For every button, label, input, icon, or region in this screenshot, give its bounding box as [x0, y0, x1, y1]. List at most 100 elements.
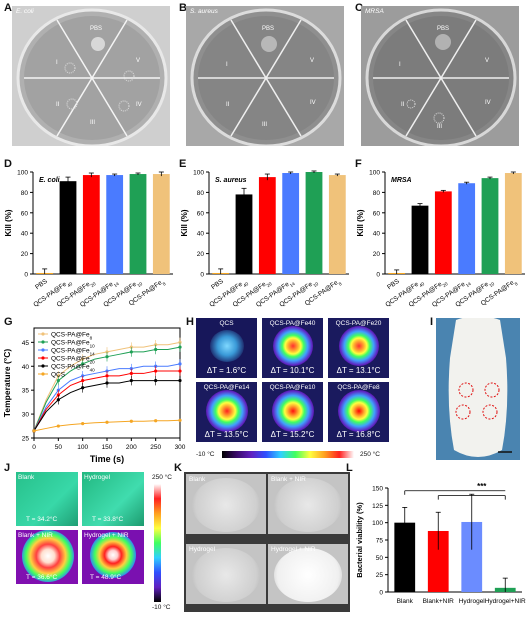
x-tick-label: 300 [175, 444, 186, 451]
y-axis-label: Kill (%) [4, 209, 13, 236]
thermal-cell: QCS-PA@Fe14 ΔT = 13.5°C [196, 382, 257, 442]
thermal-photo-label: Hydrogel + NIR [84, 532, 129, 539]
thermal-photo-cell: Blank T = 34.2°C [16, 472, 78, 526]
y-tick-label: 60 [373, 210, 381, 217]
bar [394, 522, 416, 592]
thermal-cell-dt: ΔT = 16.8°C [336, 430, 381, 439]
x-axis-label: Time (s) [90, 454, 124, 464]
y-tick-label: 150 [372, 486, 383, 493]
dish-photo-label: Blank [189, 476, 206, 483]
x-tick-label: 100 [77, 444, 88, 451]
y-tick-label: 40 [197, 231, 205, 238]
sector-label: V [310, 58, 315, 64]
bar [235, 194, 253, 274]
legend-marker [41, 356, 45, 360]
legend-marker [41, 364, 45, 368]
thermal-image-grid: QCS ΔT = 1.6°C QCS-PA@Fe40 ΔT = 10.1°C Q… [196, 318, 392, 444]
bar [282, 173, 300, 274]
sector-label: II [56, 102, 60, 108]
x-tick-label: Blank+NIR [423, 598, 455, 605]
thermal-cell-label: QCS-PA@Fe14 [203, 384, 250, 391]
y-tick-label: 100 [17, 170, 28, 177]
x-tick-label: PBS [210, 278, 225, 292]
thermal-cell: QCS ΔT = 1.6°C [196, 318, 257, 378]
bar-chart-viability: 0 25 50 75 100 125 150 Bacterial viability (%) B… [355, 482, 526, 605]
plate-pbs-label: PBS [437, 26, 450, 32]
bar [106, 175, 124, 274]
bar [59, 181, 77, 274]
thermal-photo-cell: Blank + NIR T = 36.6°C [16, 530, 78, 584]
chart-title: MRSA [391, 177, 412, 184]
x-tick-label: 50 [55, 444, 63, 451]
y-tick-label: 50 [376, 555, 384, 562]
y-tick-label: 125 [372, 503, 383, 510]
y-tick-label: 100 [372, 520, 383, 527]
thermal-scale-max: 250 °C [360, 451, 380, 458]
sector-label: IV [310, 100, 316, 106]
plate-organism-label: MRSA [365, 8, 384, 15]
y-tick-label: 75 [376, 538, 384, 545]
y-tick-label: 0 [200, 272, 204, 279]
thermal-photo-label: Blank [18, 474, 35, 481]
data-point [129, 419, 133, 423]
sector-label: III [437, 124, 443, 130]
thermal-scale-min: -10 °C [196, 451, 215, 458]
y-axis-label: Temperature (°C) [2, 349, 12, 418]
thermal-photo-cell: Hydrogel + NIR T = 48.9°C [82, 530, 144, 584]
sector-label: I [399, 62, 401, 68]
y-tick-label: 100 [193, 170, 204, 177]
y-axis-label: Bacterial viability (%) [355, 502, 364, 578]
thermal-cell-dt: ΔT = 10.1°C [270, 366, 315, 375]
plate-pbs-label: PBS [90, 26, 103, 32]
thermal-cell-label: QCS-PA@Fe20 [335, 320, 382, 327]
dish-photo-label: Hydrogel + NIR [271, 546, 316, 553]
thermal-photo-temp: T = 33.8°C [92, 516, 124, 523]
sector-label: IV [136, 102, 142, 108]
thermal-photo-label: Hydrogel [84, 474, 111, 481]
x-tick-label: 0 [32, 444, 36, 451]
plate-photo-mrsa: MRSA PBS I II III IV V [361, 6, 519, 146]
y-tick-label: 25 [22, 436, 30, 443]
plate-pbs-label: PBS [262, 26, 275, 32]
y-tick-label: 80 [21, 190, 29, 197]
thermal-cell: QCS-PA@Fe8 ΔT = 16.8°C [328, 382, 389, 442]
thermal-cell: QCS-PA@Fe10 ΔT = 15.2°C [262, 382, 323, 442]
thermal-colorbar [222, 451, 354, 458]
y-tick-label: 80 [373, 190, 381, 197]
line-chart-temperature: 0 50 100 150 200 250 300 25 30 35 40 45 Time (s) Temp… [2, 327, 186, 464]
bar [427, 530, 449, 592]
x-tick-label: Hydrogel+NIR [485, 598, 526, 605]
data-point [56, 424, 60, 428]
legend-label: QCS [51, 372, 66, 379]
plate-photo-saureus: S. aureus PBS I II III IV V [186, 6, 344, 146]
legend-label: QCS-PA@Fe14 [51, 348, 95, 357]
data-point [32, 429, 36, 433]
dish-photo-cell: Hydrogel + NIR [268, 544, 348, 604]
thermal-cell-dt: ΔT = 13.5°C [204, 430, 249, 439]
significance-label: *** [477, 482, 487, 491]
data-point [154, 419, 158, 423]
chart-title: E. coli [39, 177, 61, 184]
bar [458, 183, 476, 274]
bar [411, 205, 429, 274]
panel-label-d: D [4, 158, 12, 170]
data-point [81, 422, 85, 426]
y-tick-label: 45 [22, 340, 30, 347]
sector-label: V [136, 58, 141, 64]
legend-label: QCS-PA@Fe8 [51, 332, 93, 341]
plate-drawing [12, 6, 170, 146]
sector-label: III [262, 122, 268, 128]
thermal-cell-label: QCS-PA@Fe40 [269, 320, 316, 327]
y-tick-label: 30 [22, 412, 30, 419]
panel-label-k: K [174, 462, 182, 474]
plate-organism-label: E. coli [16, 8, 34, 15]
thermal-cell-dt: ΔT = 1.6°C [206, 366, 247, 375]
x-tick-label: 150 [102, 444, 113, 451]
y-tick-label: 20 [197, 251, 205, 258]
panel-label-h: H [186, 316, 194, 328]
legend-marker [41, 372, 45, 376]
panel-label-j: J [4, 462, 11, 474]
dish-photo-label: Blank + NIR [271, 476, 306, 483]
thermal-cell: QCS-PA@Fe40 ΔT = 10.1°C [262, 318, 323, 378]
bar [258, 177, 276, 274]
